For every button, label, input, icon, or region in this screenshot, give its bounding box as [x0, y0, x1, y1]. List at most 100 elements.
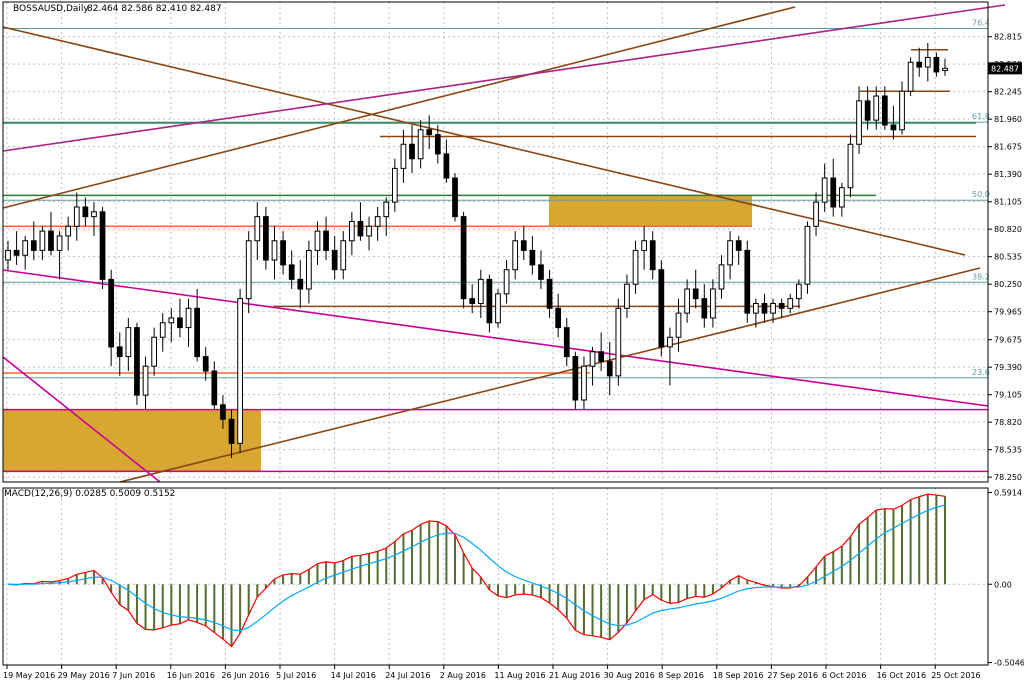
- candle-body: [168, 317, 175, 324]
- candle-body: [91, 211, 97, 218]
- x-tick-label: 19 May 2016: [3, 671, 55, 680]
- fibonacci-level-label: 50.0: [972, 190, 990, 199]
- candle-body: [864, 100, 871, 121]
- candle-body: [503, 269, 510, 295]
- horizontal-levels: 76.4 61.8 50.0 38.2 23.6: [3, 18, 990, 473]
- fibonacci-level-label: 38.2: [972, 272, 990, 281]
- y-tick-label: 81.390: [994, 170, 1022, 179]
- candle-body: [761, 302, 768, 314]
- y-tick-label: 79.390: [994, 363, 1022, 372]
- x-tick-label: 26 Jun 2016: [221, 671, 269, 680]
- candle-body: [65, 225, 72, 237]
- candle-body: [443, 153, 450, 179]
- macd-main-line: [7, 493, 946, 648]
- candle-body: [254, 216, 261, 242]
- x-tick-label: 5 Jul 2016: [276, 671, 316, 680]
- candle-body: [641, 240, 647, 251]
- last-price-box: [988, 62, 1022, 75]
- candle-body: [649, 240, 656, 271]
- candle-body: [280, 240, 286, 266]
- candle-body: [624, 283, 630, 309]
- candle-body: [417, 129, 424, 160]
- candle-body: [520, 240, 527, 251]
- candle-body: [48, 230, 54, 251]
- candle-body: [942, 67, 948, 72]
- x-tick-label: 24 Jul 2016: [385, 671, 430, 680]
- last-price-label: 82.487: [991, 64, 1019, 73]
- x-tick-label: 7 Jun 2016: [112, 671, 155, 680]
- fibonacci-level-label: 76.4: [972, 18, 990, 27]
- candle-body: [701, 298, 708, 319]
- candle-body: [22, 240, 29, 256]
- x-tick-label: 2 Aug 2016: [440, 671, 486, 680]
- y-tick-label: 80.820: [994, 225, 1022, 234]
- candle-body: [735, 240, 742, 251]
- trend-line: [2, 269, 989, 407]
- candle-body: [306, 249, 312, 290]
- candle-body: [39, 230, 46, 251]
- candle-body: [30, 240, 37, 251]
- candle-body: [271, 240, 278, 261]
- candle-body: [881, 95, 888, 126]
- candle-body: [546, 278, 553, 309]
- candle-body: [615, 307, 622, 377]
- candle-body: [228, 418, 235, 444]
- candle-body: [778, 302, 785, 309]
- zones: [3, 195, 752, 472]
- x-tick-label: 29 May 2016: [58, 671, 110, 680]
- x-tick-label: 25 Oct 2016: [931, 671, 980, 680]
- trend-line: [119, 267, 981, 483]
- trend-line: [2, 356, 161, 483]
- candle-body: [710, 288, 716, 319]
- candle-body: [357, 220, 364, 237]
- candle-body: [684, 288, 690, 314]
- candle-body: [589, 351, 596, 367]
- candle-body: [907, 61, 914, 92]
- trend-lines: [2, 4, 1006, 483]
- candle-body: [237, 298, 243, 444]
- trend-line: [2, 6, 796, 209]
- candle-body: [847, 143, 854, 189]
- trend-line: [2, 26, 966, 256]
- y-tick-label: 79.965: [994, 308, 1022, 317]
- x-tick-label: 18 Sep 2016: [713, 671, 764, 680]
- candle-body: [151, 336, 158, 367]
- candle-body: [770, 302, 776, 314]
- candle-body: [125, 327, 132, 358]
- candle-body: [727, 240, 733, 266]
- candle-body: [606, 360, 613, 377]
- candle-body: [598, 351, 605, 362]
- candle-body: [159, 322, 166, 338]
- y-tick-label: 82.245: [994, 88, 1022, 97]
- candle-body: [220, 404, 226, 420]
- candle-body: [99, 211, 106, 280]
- candle-body: [142, 365, 149, 396]
- candle-body: [916, 61, 923, 68]
- candle-body: [804, 225, 811, 285]
- y-tick-label: 81.960: [994, 115, 1022, 124]
- candle-body: [202, 356, 209, 372]
- candle-body: [134, 327, 140, 396]
- candle-body: [366, 225, 372, 237]
- x-tick-label: 11 Aug 2016: [494, 671, 545, 680]
- candle-body: [288, 264, 295, 280]
- x-tick-label: 30 Aug 2016: [604, 671, 655, 680]
- candle-body: [873, 95, 880, 121]
- fibonacci-level-label: 61.8: [972, 112, 990, 121]
- candle-body: [658, 269, 665, 348]
- macd-label: MACD(12,26,9) 0.0285 0.5009 0.5152: [4, 489, 175, 499]
- candle-body: [555, 307, 562, 329]
- candle-body: [529, 249, 536, 266]
- x-tick-label: 21 Aug 2016: [549, 671, 600, 680]
- x-tick-label: 16 Jun 2016: [167, 671, 215, 680]
- x-tick-label: 16 Oct 2016: [877, 671, 926, 680]
- candle-body: [331, 249, 338, 271]
- candle-body: [245, 240, 252, 300]
- candle-body: [211, 370, 218, 406]
- candle-body: [572, 356, 579, 401]
- candle-body: [13, 249, 20, 256]
- candle-body: [5, 249, 11, 261]
- candle-body: [890, 124, 897, 131]
